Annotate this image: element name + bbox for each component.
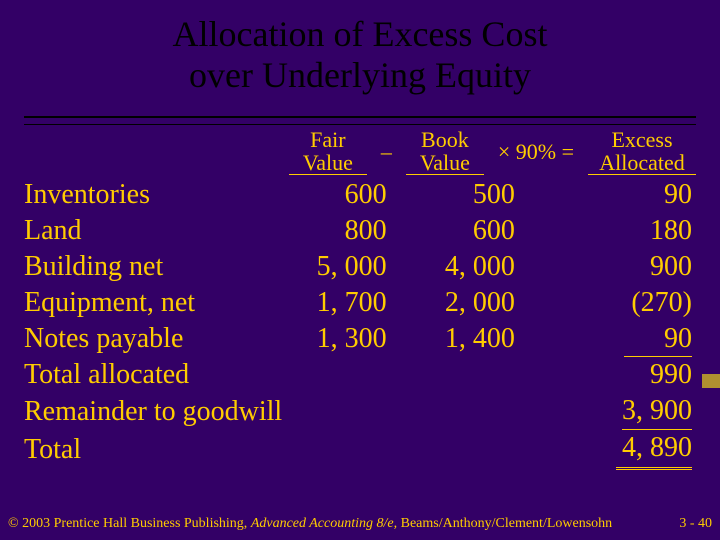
- row-fair: 5, 000: [289, 249, 392, 285]
- row-label: Notes payable: [18, 321, 289, 358]
- footer-copyright: © 2003 Prentice Hall Business Publishing…: [8, 516, 251, 531]
- row-excess: 180: [581, 213, 702, 249]
- row-op: [393, 213, 418, 249]
- row-op: [393, 321, 418, 358]
- footer: © 2003 Prentice Hall Business Publishing…: [8, 516, 712, 532]
- row-label: Remainder to goodwill: [18, 393, 289, 430]
- table-row: Remainder to goodwill 3, 900: [18, 393, 702, 430]
- row-book: [417, 357, 520, 393]
- row-op: [393, 430, 418, 470]
- title-line-1: Allocation of Excess Cost: [173, 14, 548, 54]
- title-rule: [24, 116, 696, 125]
- row-book: [417, 430, 520, 470]
- row-book: 2, 000: [417, 285, 520, 321]
- allocation-table: Inventories60050090Land800600180Building…: [18, 177, 702, 470]
- row-excess: 90: [581, 321, 702, 358]
- row-excess: (270): [581, 285, 702, 321]
- row-fair: 1, 700: [289, 285, 392, 321]
- table-row: Total allocated 990: [18, 357, 702, 393]
- header-book-text: Book Value: [410, 128, 480, 174]
- row-op: [393, 249, 418, 285]
- table-row: Inventories600 500 90: [18, 177, 702, 213]
- row-book: 600: [417, 213, 520, 249]
- slide-title: Allocation of Excess Cost over Underlyin…: [0, 0, 720, 97]
- header-minus: –: [375, 139, 398, 165]
- header-excess-text: Excess Allocated: [592, 128, 692, 174]
- footer-source: © 2003 Prentice Hall Business Publishing…: [8, 516, 612, 532]
- header-excess: Excess Allocated: [588, 128, 696, 175]
- table-row: Total 4, 890: [18, 430, 702, 470]
- row-op: [393, 393, 418, 430]
- row-excess: 900: [581, 249, 702, 285]
- row-excess: 3, 900: [581, 393, 702, 430]
- row-mult: [521, 393, 581, 430]
- row-mult: [521, 321, 581, 358]
- row-op: [393, 285, 418, 321]
- row-book: 1, 400: [417, 321, 520, 358]
- table-row: Notes payable1, 300 1, 400 90: [18, 321, 702, 358]
- row-excess: 990: [581, 357, 702, 393]
- row-mult: [521, 357, 581, 393]
- row-label: Inventories: [18, 177, 289, 213]
- edge-strip: [702, 374, 720, 388]
- row-label: Equipment, net: [18, 285, 289, 321]
- title-line-2: over Underlying Equity: [189, 55, 531, 95]
- row-label: Total allocated: [18, 357, 289, 393]
- row-excess: 90: [581, 177, 702, 213]
- table-row: Equipment, net1, 700 2, 000 (270): [18, 285, 702, 321]
- header-book-value: Book Value: [406, 128, 484, 175]
- footer-page: 3 - 40: [679, 516, 712, 532]
- row-mult: [521, 249, 581, 285]
- row-fair: [289, 430, 392, 470]
- slide: Allocation of Excess Cost over Underlyin…: [0, 0, 720, 540]
- header-mult: × 90% =: [492, 139, 580, 165]
- row-fair: 600: [289, 177, 392, 213]
- row-label: Total: [18, 430, 289, 470]
- row-op: [393, 177, 418, 213]
- row-book: 4, 000: [417, 249, 520, 285]
- column-headers: Fair Value – Book Value × 90% = Excess A…: [18, 128, 702, 175]
- row-excess: 4, 890: [581, 430, 702, 470]
- footer-authors: Beams/Anthony/Clement/Lowensohn: [397, 516, 612, 531]
- row-op: [393, 357, 418, 393]
- row-book: [417, 393, 520, 430]
- header-fair-text: Fair Value: [293, 128, 363, 174]
- header-fair-value: Fair Value: [289, 128, 367, 175]
- footer-book-title: Advanced Accounting 8/e,: [251, 516, 397, 531]
- row-book: 500: [417, 177, 520, 213]
- table-row: Building net5, 000 4, 000 900: [18, 249, 702, 285]
- row-label: Building net: [18, 249, 289, 285]
- row-mult: [521, 430, 581, 470]
- row-label: Land: [18, 213, 289, 249]
- row-fair: 1, 300: [289, 321, 392, 358]
- row-mult: [521, 177, 581, 213]
- table-body: Inventories60050090Land800600180Building…: [18, 177, 702, 470]
- row-fair: 800: [289, 213, 392, 249]
- row-mult: [521, 213, 581, 249]
- content-area: Fair Value – Book Value × 90% = Excess A…: [18, 128, 702, 470]
- row-mult: [521, 285, 581, 321]
- row-fair: [289, 357, 392, 393]
- row-fair: [289, 393, 392, 430]
- table-row: Land800 600 180: [18, 213, 702, 249]
